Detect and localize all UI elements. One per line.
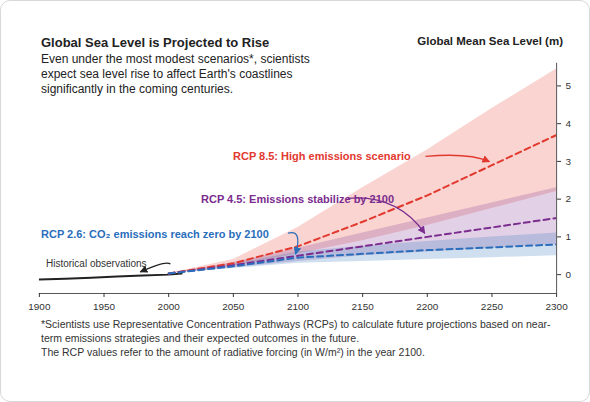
html-text:RCP 8.5: High emissions scenar: RCP 8.5: High emissions scenario — [233, 150, 411, 162]
html-text:Historical observations: Historical observations — [46, 258, 147, 269]
html-text:Even under the most modest sce: Even under the most modest scenarios*, s… — [41, 52, 310, 96]
svg-text:0: 0 — [566, 269, 572, 280]
html-text:Global Mean Sea Level (m): Global Mean Sea Level (m) — [417, 35, 563, 47]
svg-text:2200: 2200 — [416, 301, 439, 312]
html-text:*Scientists use Representative: *Scientists use Representative Concentra… — [41, 318, 551, 344]
html-text:RCP 2.6: CO₂ emissions reach z: RCP 2.6: CO₂ emissions reach zero by 210… — [41, 228, 269, 240]
html-text:Global Sea Level is Projected: Global Sea Level is Projected to Rise — [41, 35, 270, 50]
html-text:RCP 4.5: Emissions stabilize b: RCP 4.5: Emissions stabilize by 2100 — [201, 193, 394, 205]
svg-text:1950: 1950 — [93, 301, 116, 312]
svg-text:1: 1 — [566, 231, 572, 242]
svg-text:1900: 1900 — [28, 301, 51, 312]
html-text:The RCP values refer to the am: The RCP values refer to the amount of ra… — [41, 346, 425, 358]
svg-text:2300: 2300 — [546, 301, 569, 312]
svg-text:2: 2 — [566, 193, 572, 204]
svg-text:2250: 2250 — [481, 301, 504, 312]
svg-text:3: 3 — [566, 156, 572, 167]
svg-text:2050: 2050 — [222, 301, 245, 312]
svg-text:2150: 2150 — [352, 301, 375, 312]
svg-text:5: 5 — [566, 80, 572, 91]
svg-text:4: 4 — [566, 118, 572, 129]
svg-text:2000: 2000 — [158, 301, 181, 312]
svg-text:2100: 2100 — [287, 301, 310, 312]
